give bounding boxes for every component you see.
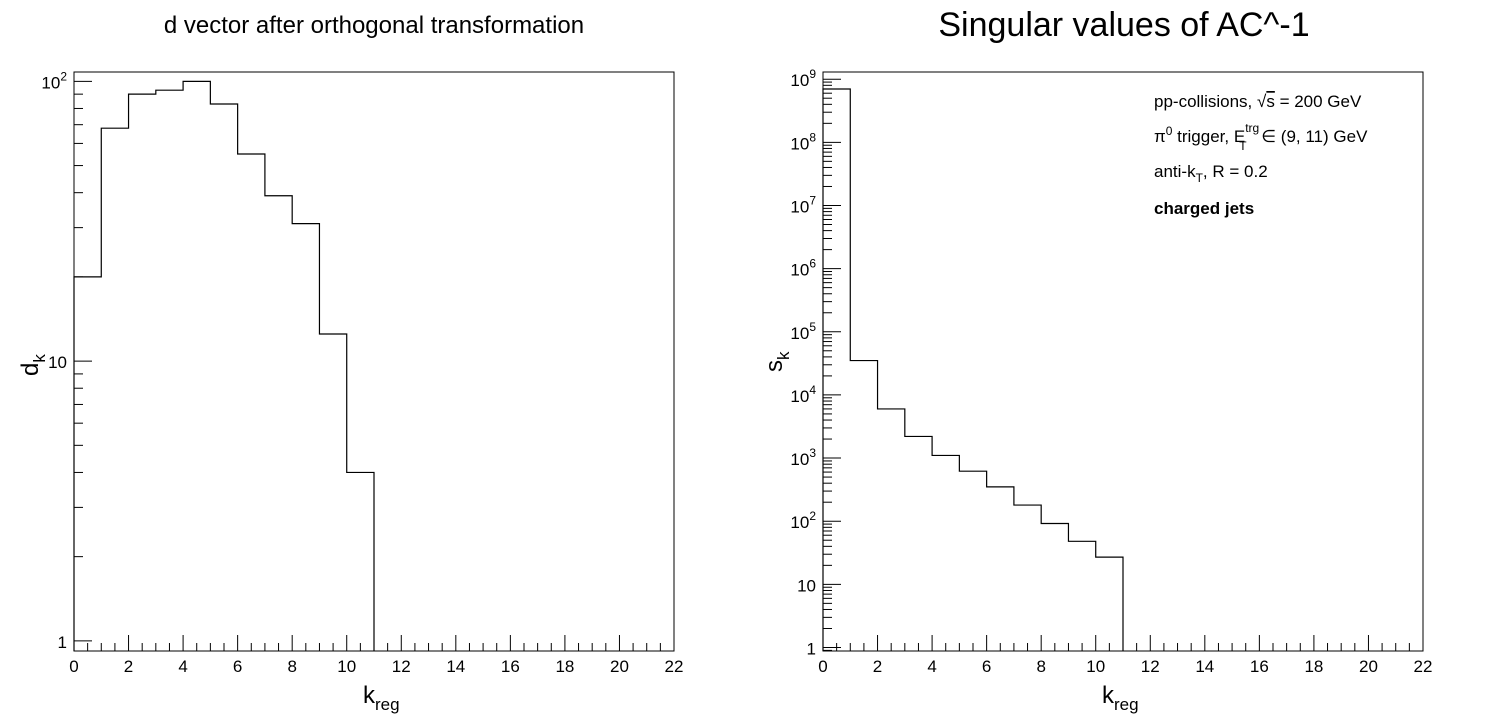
left-x-axis: 0 2 4 6 8 10 12 14 16 18 20 22 <box>69 635 683 676</box>
x-tick-label: 4 <box>927 657 936 676</box>
x-tick-label: 16 <box>501 657 520 676</box>
x-tick-label: 6 <box>233 657 242 676</box>
y-tick-label: 105 <box>790 320 816 343</box>
annotation-block: pp-collisions, √s = 200 GeV π0 trigger, … <box>1154 92 1368 218</box>
x-tick-label: 10 <box>1086 657 1105 676</box>
y-tick-label: 107 <box>790 193 816 216</box>
x-tick-label: 12 <box>392 657 411 676</box>
x-tick-label: 0 <box>818 657 827 676</box>
right-panel: Singular values of AC^-1 0 2 4 6 8 10 12 14 16 18… <box>761 6 1432 714</box>
x-tick-label: 0 <box>69 657 78 676</box>
y-tick-label: 102 <box>790 509 816 532</box>
right-x-axis: 0 2 4 6 8 10 12 14 16 18 20 22 <box>818 635 1432 676</box>
x-tick-label: 22 <box>665 657 684 676</box>
x-tick-label: 18 <box>555 657 574 676</box>
x-tick-label: 12 <box>1141 657 1160 676</box>
x-tick-label: 8 <box>287 657 296 676</box>
x-tick-label: 18 <box>1304 657 1323 676</box>
annotation-collision-system: pp-collisions, √s = 200 GeV <box>1154 92 1362 111</box>
annotation-jet-algorithm: anti-kT, R = 0.2 <box>1154 162 1268 185</box>
left-y-axis: 1 10 102 <box>41 69 92 652</box>
y-tick-label: 103 <box>790 446 816 469</box>
left-x-axis-label: kreg <box>363 682 400 714</box>
y-tick-label: 10 <box>48 353 67 372</box>
y-tick-label: 1 <box>58 633 67 652</box>
right-title: Singular values of AC^-1 <box>938 6 1309 44</box>
x-tick-label: 2 <box>124 657 133 676</box>
x-tick-label: 2 <box>873 657 882 676</box>
y-tick-label: 10 <box>797 576 816 595</box>
right-y-axis-label: sk <box>761 351 793 372</box>
right-histogram-line <box>822 88 1124 651</box>
right-y-axis: 1 10 102 103 104 105 106 107 108 109 <box>790 67 841 658</box>
right-x-axis-label: kreg <box>1102 682 1139 714</box>
annotation-trigger: π0 trigger, Etrg T ∈ (9, 11) GeV <box>1154 121 1368 153</box>
y-tick-label: 102 <box>41 69 67 92</box>
x-tick-label: 20 <box>610 657 629 676</box>
left-y-axis-label: dk <box>17 354 49 376</box>
left-histogram-line <box>73 80 375 651</box>
y-tick-label: 109 <box>790 67 816 90</box>
x-tick-label: 8 <box>1036 657 1045 676</box>
y-tick-label: 104 <box>790 383 816 406</box>
y-tick-label: 108 <box>790 130 816 153</box>
x-tick-label: 6 <box>982 657 991 676</box>
annotation-jet-type: charged jets <box>1154 199 1254 218</box>
x-tick-label: 4 <box>178 657 187 676</box>
y-tick-label: 1 <box>807 639 816 658</box>
x-tick-label: 14 <box>446 657 465 676</box>
left-title: d vector after orthogonal transformation <box>164 12 584 39</box>
left-panel: d vector after orthogonal transformation… <box>17 12 683 714</box>
x-tick-label: 14 <box>1195 657 1214 676</box>
x-tick-label: 20 <box>1359 657 1378 676</box>
x-tick-label: 10 <box>337 657 356 676</box>
y-tick-label: 106 <box>790 257 816 280</box>
x-tick-label: 16 <box>1250 657 1269 676</box>
x-tick-label: 22 <box>1414 657 1433 676</box>
